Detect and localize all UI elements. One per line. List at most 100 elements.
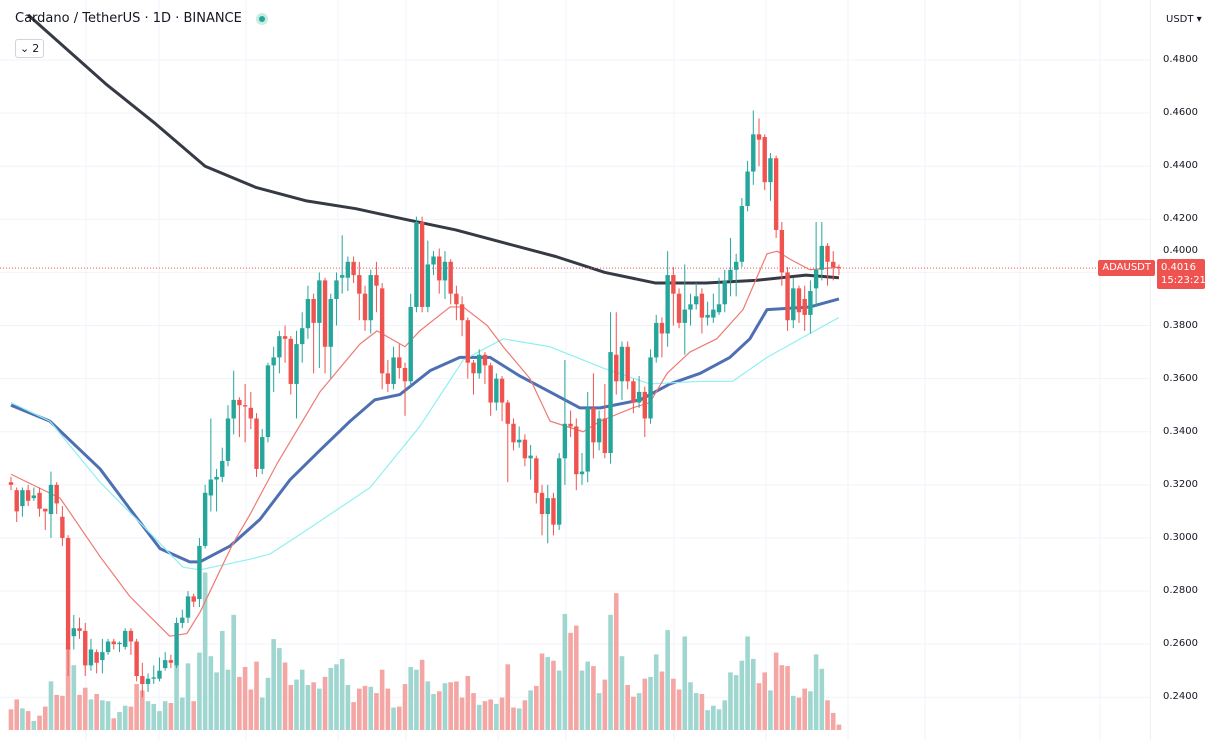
candle-down — [602, 418, 608, 453]
candle-up — [562, 423, 568, 459]
candle-up — [477, 354, 482, 374]
indicator-count: 2 — [32, 42, 40, 55]
candle-up — [722, 280, 727, 305]
candle-down — [374, 275, 379, 286]
volume-bar — [516, 708, 522, 730]
candle-up — [123, 630, 128, 647]
volume-bar — [122, 705, 128, 730]
volume-bar — [773, 652, 779, 730]
candle-up — [105, 641, 111, 653]
volume-bar — [745, 636, 750, 730]
candle-up — [585, 407, 590, 472]
volume-bar — [539, 653, 545, 730]
price-tick-label: 0.4200 — [1163, 213, 1198, 225]
candle-down — [357, 275, 362, 294]
volume-bar — [482, 701, 488, 730]
volume-bar — [796, 697, 802, 730]
candle-down — [379, 288, 385, 374]
volume-bar — [551, 660, 556, 730]
candle-down — [65, 537, 71, 650]
candle-up — [813, 269, 819, 289]
chevron-down-icon: ⌄ — [20, 42, 30, 55]
candle-down — [77, 628, 82, 631]
candle-down — [551, 498, 556, 525]
moving-average-line — [10, 317, 840, 571]
candle-up — [808, 291, 813, 315]
volume-bar — [693, 693, 699, 730]
volume-bar — [619, 656, 625, 730]
volume-bar — [379, 669, 385, 730]
volume-bar — [751, 658, 756, 730]
candle-up — [277, 336, 282, 358]
price-axis[interactable] — [1150, 0, 1220, 740]
currency-selector[interactable]: USDT ▾ — [1166, 14, 1202, 25]
collapse-indicators-button[interactable]: ⌄ 2 — [15, 39, 45, 58]
candle-down — [402, 368, 408, 382]
candle-down — [522, 439, 528, 459]
volume-bar — [185, 663, 191, 730]
candle-up — [391, 357, 396, 384]
volume-bar — [836, 724, 842, 730]
candle-up — [556, 458, 562, 525]
candle-up — [579, 471, 585, 475]
candle-up — [751, 134, 756, 172]
volume-bar — [625, 685, 630, 730]
candle-down — [671, 275, 676, 294]
candle-up — [151, 677, 156, 679]
volume-bar — [825, 700, 830, 730]
price-tick-label: 0.3600 — [1163, 372, 1198, 384]
volume-bar — [254, 661, 259, 730]
volume-bar — [271, 639, 276, 730]
volume-bar — [328, 667, 334, 730]
candle-up — [294, 344, 299, 384]
volume-bar — [671, 678, 676, 730]
volume-bar — [613, 593, 619, 730]
symbol-title[interactable]: Cardano / TetherUS · 1D · BINANCE — [15, 11, 242, 26]
volume-bar — [100, 700, 105, 730]
volume-bar — [705, 710, 710, 730]
candle-up — [317, 280, 322, 323]
candle-down — [539, 492, 545, 515]
volume-bar — [562, 613, 568, 730]
volume-bar — [65, 647, 71, 730]
candle-up — [197, 545, 202, 600]
live-dot-icon — [255, 12, 268, 25]
candle-up — [31, 495, 37, 499]
volume-bar — [431, 694, 436, 730]
volume-bar — [522, 700, 528, 730]
volume-bar — [756, 683, 762, 730]
candle-down — [471, 362, 476, 374]
candle-down — [676, 293, 682, 323]
volume-bar — [145, 701, 151, 730]
volume-bar — [225, 669, 231, 730]
last-price: 0.4016 — [1161, 262, 1196, 273]
volume-bar — [71, 665, 77, 730]
volume-bar — [830, 712, 836, 730]
volume-bar — [334, 664, 339, 730]
price-tick-label: 0.4000 — [1163, 245, 1198, 256]
volume-bar — [105, 701, 111, 730]
candle-down — [796, 288, 802, 313]
volume-bar — [608, 614, 613, 730]
candle-up — [202, 492, 208, 546]
candle-up — [425, 264, 431, 307]
volume-bar — [168, 703, 174, 730]
candle-up — [339, 275, 345, 278]
candle-up — [596, 418, 602, 443]
volume-bar — [42, 706, 48, 730]
volume-bar — [728, 672, 733, 730]
price-chart[interactable] — [0, 0, 1150, 740]
candle-up — [185, 596, 191, 618]
volume-bar — [288, 685, 294, 730]
volume-bar — [568, 632, 573, 730]
volume-bar — [762, 672, 768, 730]
candle-down — [397, 357, 402, 369]
volume-bar — [94, 694, 99, 730]
volume-bar — [642, 678, 648, 730]
candle-up — [20, 490, 25, 507]
volume-bar — [214, 672, 219, 730]
candle-down — [614, 354, 619, 382]
volume-bar — [311, 682, 316, 730]
volume-bar — [282, 662, 288, 730]
price-tick-label: 0.4600 — [1163, 107, 1198, 119]
